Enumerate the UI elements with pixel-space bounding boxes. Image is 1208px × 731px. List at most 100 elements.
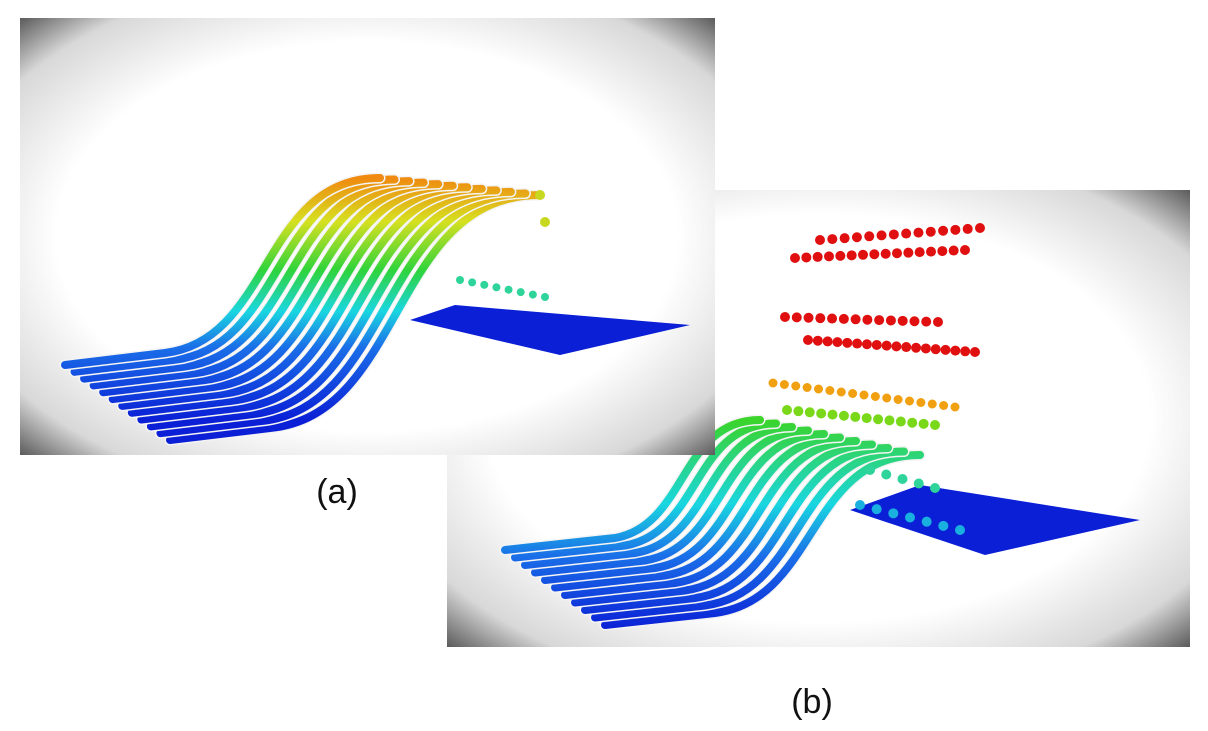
particle bbox=[793, 406, 804, 417]
particle bbox=[835, 250, 846, 261]
particle bbox=[909, 316, 920, 327]
particle bbox=[911, 342, 922, 353]
particle bbox=[903, 247, 914, 258]
particle bbox=[905, 512, 915, 523]
particle bbox=[862, 314, 873, 325]
panel-label: (a) bbox=[316, 473, 358, 511]
particle bbox=[907, 417, 918, 428]
particle bbox=[930, 420, 940, 430]
particle bbox=[846, 250, 857, 261]
particle bbox=[916, 398, 926, 407]
particle bbox=[836, 387, 846, 397]
particle bbox=[535, 190, 545, 200]
ribbon bbox=[127, 184, 486, 417]
ribbon bbox=[601, 451, 924, 629]
particle bbox=[861, 339, 872, 350]
particle bbox=[842, 337, 853, 348]
particle bbox=[925, 226, 936, 237]
ribbon bbox=[166, 191, 544, 444]
particle bbox=[881, 469, 892, 480]
plate bbox=[410, 305, 690, 355]
particle bbox=[858, 249, 868, 260]
particle bbox=[920, 343, 931, 354]
particle bbox=[921, 316, 932, 327]
particle bbox=[855, 500, 865, 510]
particle bbox=[848, 389, 858, 398]
particle bbox=[791, 312, 802, 323]
particle bbox=[940, 344, 951, 355]
particle bbox=[812, 251, 823, 262]
particle bbox=[975, 223, 985, 233]
particle bbox=[869, 249, 880, 260]
ribbon bbox=[501, 416, 764, 554]
particle bbox=[930, 344, 941, 355]
particle bbox=[832, 337, 843, 348]
particle bbox=[948, 245, 959, 256]
particle bbox=[859, 390, 869, 400]
particle bbox=[851, 232, 862, 243]
particle bbox=[780, 312, 790, 322]
particle bbox=[895, 416, 906, 427]
plate bbox=[850, 485, 1140, 555]
ribbon bbox=[89, 178, 428, 390]
particle bbox=[870, 392, 880, 401]
particle bbox=[960, 245, 970, 255]
ribbon bbox=[591, 447, 908, 622]
particle bbox=[874, 315, 885, 326]
panel-a bbox=[20, 18, 715, 455]
particle bbox=[897, 315, 908, 326]
particle bbox=[950, 402, 960, 412]
ribbon bbox=[99, 180, 443, 397]
particle bbox=[871, 504, 882, 515]
particle bbox=[790, 253, 800, 263]
particle bbox=[791, 381, 801, 391]
particle bbox=[888, 508, 899, 519]
particle bbox=[815, 313, 826, 324]
particle bbox=[893, 395, 903, 404]
ribbon bbox=[137, 186, 501, 424]
panel-label: (b) bbox=[791, 683, 833, 721]
ribbon bbox=[61, 174, 384, 369]
particle bbox=[827, 234, 838, 245]
particle bbox=[913, 478, 924, 489]
particle bbox=[921, 516, 932, 527]
ribbon bbox=[571, 440, 876, 607]
ribbon bbox=[541, 430, 828, 584]
particle bbox=[882, 393, 892, 403]
particle bbox=[825, 386, 835, 395]
particle bbox=[930, 483, 940, 493]
ribbon bbox=[146, 187, 515, 431]
particle bbox=[528, 290, 537, 299]
particle bbox=[816, 408, 827, 419]
particle bbox=[768, 378, 778, 388]
particle bbox=[827, 313, 838, 324]
particle bbox=[950, 345, 961, 356]
particle bbox=[927, 399, 937, 409]
particle bbox=[540, 217, 550, 227]
particle bbox=[873, 414, 884, 425]
particle bbox=[850, 314, 861, 325]
particle bbox=[779, 380, 789, 389]
particle bbox=[960, 346, 971, 357]
particle bbox=[838, 313, 849, 324]
particle bbox=[901, 228, 912, 239]
particle bbox=[938, 520, 949, 531]
particle bbox=[504, 285, 513, 294]
particle bbox=[801, 252, 812, 263]
ribbon bbox=[561, 437, 860, 599]
ribbon bbox=[531, 426, 812, 577]
particle bbox=[456, 276, 464, 284]
ribbon bbox=[156, 189, 530, 438]
particle bbox=[861, 413, 872, 424]
particle bbox=[881, 340, 892, 351]
particle bbox=[892, 248, 902, 259]
ribbon bbox=[551, 433, 844, 592]
particle bbox=[880, 248, 891, 259]
particle bbox=[937, 246, 948, 257]
ribbon bbox=[521, 423, 796, 569]
particle bbox=[804, 407, 815, 418]
particle bbox=[938, 225, 949, 236]
particle bbox=[955, 525, 965, 535]
particle bbox=[852, 338, 863, 349]
